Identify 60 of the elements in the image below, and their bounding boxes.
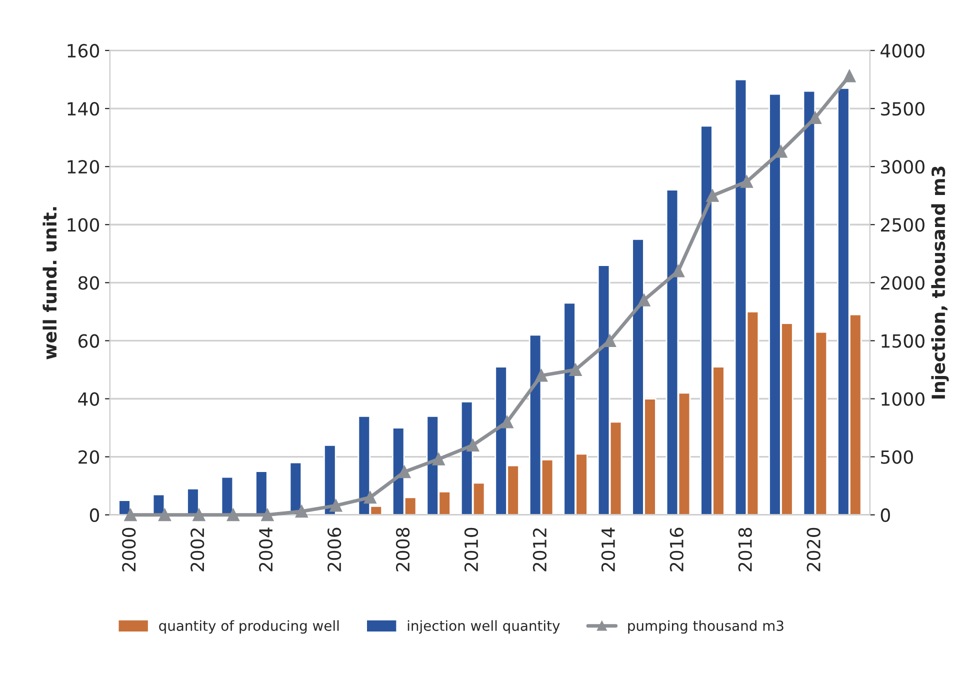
y-tick-label: 80 xyxy=(78,276,100,290)
y-tick-label: 140 xyxy=(68,102,100,116)
y-tick-label: 40 xyxy=(78,392,100,406)
bar xyxy=(220,476,234,515)
point xyxy=(808,112,822,124)
y-tick-label: 100 xyxy=(68,218,100,232)
y2-tick-label: 2500 xyxy=(881,218,924,232)
y2-tick-label: 1500 xyxy=(882,334,924,348)
point xyxy=(500,416,514,428)
point xyxy=(843,70,856,82)
point xyxy=(604,334,616,347)
point xyxy=(124,508,137,522)
y-tick-label: 20 xyxy=(78,450,100,464)
x-tick-label: 2008 xyxy=(396,528,410,572)
y2-tick-label: 500 xyxy=(881,450,913,464)
bar xyxy=(324,444,336,515)
legend-label: quantity of producing well xyxy=(159,620,339,634)
y-tick-label: 160 xyxy=(68,44,100,58)
x-tick-label: 2012 xyxy=(532,528,547,572)
point xyxy=(364,491,376,504)
bar xyxy=(255,470,268,515)
y-axis-title: well fund. unit. xyxy=(42,207,57,360)
point xyxy=(261,508,274,522)
y2-axis-title: Injection, thousand m3 xyxy=(931,166,949,399)
y2-tick-label: 0 xyxy=(880,508,890,522)
legend-label: injection well quantity xyxy=(408,620,560,634)
point xyxy=(226,508,240,522)
x-tick-label: 2016 xyxy=(670,528,684,572)
y-tick-label: 60 xyxy=(78,334,100,348)
x-tick-label: 2000 xyxy=(122,528,136,572)
point xyxy=(569,363,582,376)
y-tick-label: 0 xyxy=(90,508,100,522)
x-tick-label: 2014 xyxy=(601,528,616,572)
point xyxy=(466,438,480,452)
x-tick-label: 2010 xyxy=(464,528,478,572)
x-tick-label: 2020 xyxy=(806,528,820,572)
point xyxy=(638,294,650,306)
legend-label: pumping thousand m3 xyxy=(628,620,784,634)
point xyxy=(158,508,171,522)
x-tick-label: 2004 xyxy=(259,528,273,572)
y2-tick-label: 1000 xyxy=(882,392,924,406)
point xyxy=(192,508,206,522)
bar xyxy=(186,488,200,515)
y2-tick-label: 4000 xyxy=(880,44,924,58)
y2-tick-label: 3000 xyxy=(881,160,924,174)
point xyxy=(295,505,308,518)
point xyxy=(535,369,548,382)
x-tick-label: 2002 xyxy=(190,528,204,572)
y2-tick-label: 3500 xyxy=(881,102,924,116)
bar xyxy=(118,500,131,515)
x-tick-label: 2018 xyxy=(738,528,752,572)
point xyxy=(706,189,719,202)
y-tick-label: 120 xyxy=(68,160,100,174)
point xyxy=(774,145,788,158)
point xyxy=(330,499,342,512)
point xyxy=(432,452,445,466)
x-tick-label: 2006 xyxy=(327,528,342,572)
y2-tick-label: 2000 xyxy=(881,276,924,290)
point xyxy=(740,175,753,188)
point xyxy=(398,466,411,478)
